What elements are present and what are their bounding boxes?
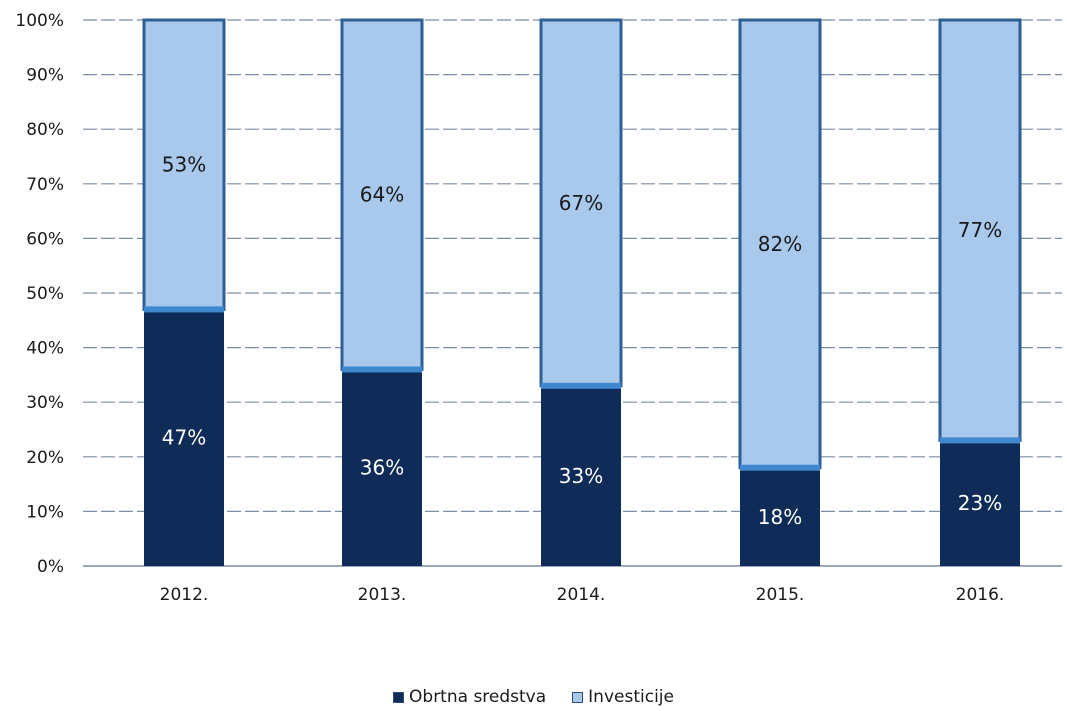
y-tick-label: 80%: [26, 120, 64, 140]
y-tick-label: 90%: [26, 66, 64, 86]
segment-divider: [740, 464, 820, 471]
legend-label-investicije: Investicije: [588, 687, 674, 707]
data-label-investicije: 53%: [162, 153, 206, 177]
legend-label-obrtna-sredstva: Obrtna sredstva: [409, 687, 547, 707]
bars: 47% 53% 36% 64% 33% 67% 18% 82% 23% 77%: [142, 18, 1022, 566]
x-tick-label: 2015.: [756, 585, 805, 605]
x-axis: 2012. 2013. 2014. 2015. 2016.: [160, 585, 1005, 605]
data-label-investicije: 67%: [559, 191, 603, 215]
legend-swatch-obrtna-sredstva: [393, 691, 405, 703]
data-label-obrtna-sredstva: 36%: [360, 456, 404, 480]
bar-obrtna-sredstva: [541, 385, 621, 566]
y-tick-label: 40%: [26, 339, 64, 359]
bar-investicije: [539, 18, 623, 388]
legend-swatch-investicije: [572, 691, 584, 703]
y-tick-label: 30%: [26, 393, 64, 413]
stacked-bar-chart: 0% 10% 20% 30% 40% 50% 60% 70% 80% 90% 100% 47% 53%…: [15, 11, 1062, 605]
bar-obrtna-sredstva: [740, 467, 820, 566]
data-label-obrtna-sredstva: 33%: [559, 464, 603, 488]
y-tick-label: 10%: [26, 502, 64, 522]
bar-investicije: [738, 18, 822, 470]
legend-item-investicije: Investicije: [572, 687, 674, 707]
data-label-investicije: 77%: [958, 218, 1002, 242]
x-tick-label: 2016.: [956, 585, 1005, 605]
bar-obrtna-sredstva: [144, 309, 224, 566]
data-label-investicije: 64%: [360, 183, 404, 207]
bar-investicije: [938, 18, 1022, 442]
y-tick-label: 100%: [15, 11, 64, 31]
y-tick-label: 20%: [26, 448, 64, 468]
data-label-obrtna-sredstva: 23%: [958, 491, 1002, 515]
y-tick-label: 70%: [26, 175, 64, 195]
y-tick-label: 60%: [26, 229, 64, 249]
data-label-obrtna-sredstva: 47%: [162, 426, 206, 450]
y-tick-label: 0%: [37, 557, 64, 577]
bar-obrtna-sredstva: [940, 440, 1020, 566]
bar-obrtna-sredstva: [342, 369, 422, 566]
x-tick-label: 2012.: [160, 585, 209, 605]
y-tick-label: 50%: [26, 284, 64, 304]
legend-item-obrtna-sredstva: Obrtna sredstva: [393, 687, 546, 707]
legend: Obrtna sredstva Investicije: [0, 686, 1067, 708]
data-label-investicije: 82%: [758, 232, 802, 256]
segment-divider: [342, 366, 422, 373]
segment-divider: [144, 306, 224, 313]
x-tick-label: 2013.: [358, 585, 407, 605]
segment-divider: [940, 437, 1020, 444]
data-label-obrtna-sredstva: 18%: [758, 505, 802, 529]
segment-divider: [541, 382, 621, 389]
bar-investicije: [340, 18, 424, 371]
x-tick-label: 2014.: [557, 585, 606, 605]
